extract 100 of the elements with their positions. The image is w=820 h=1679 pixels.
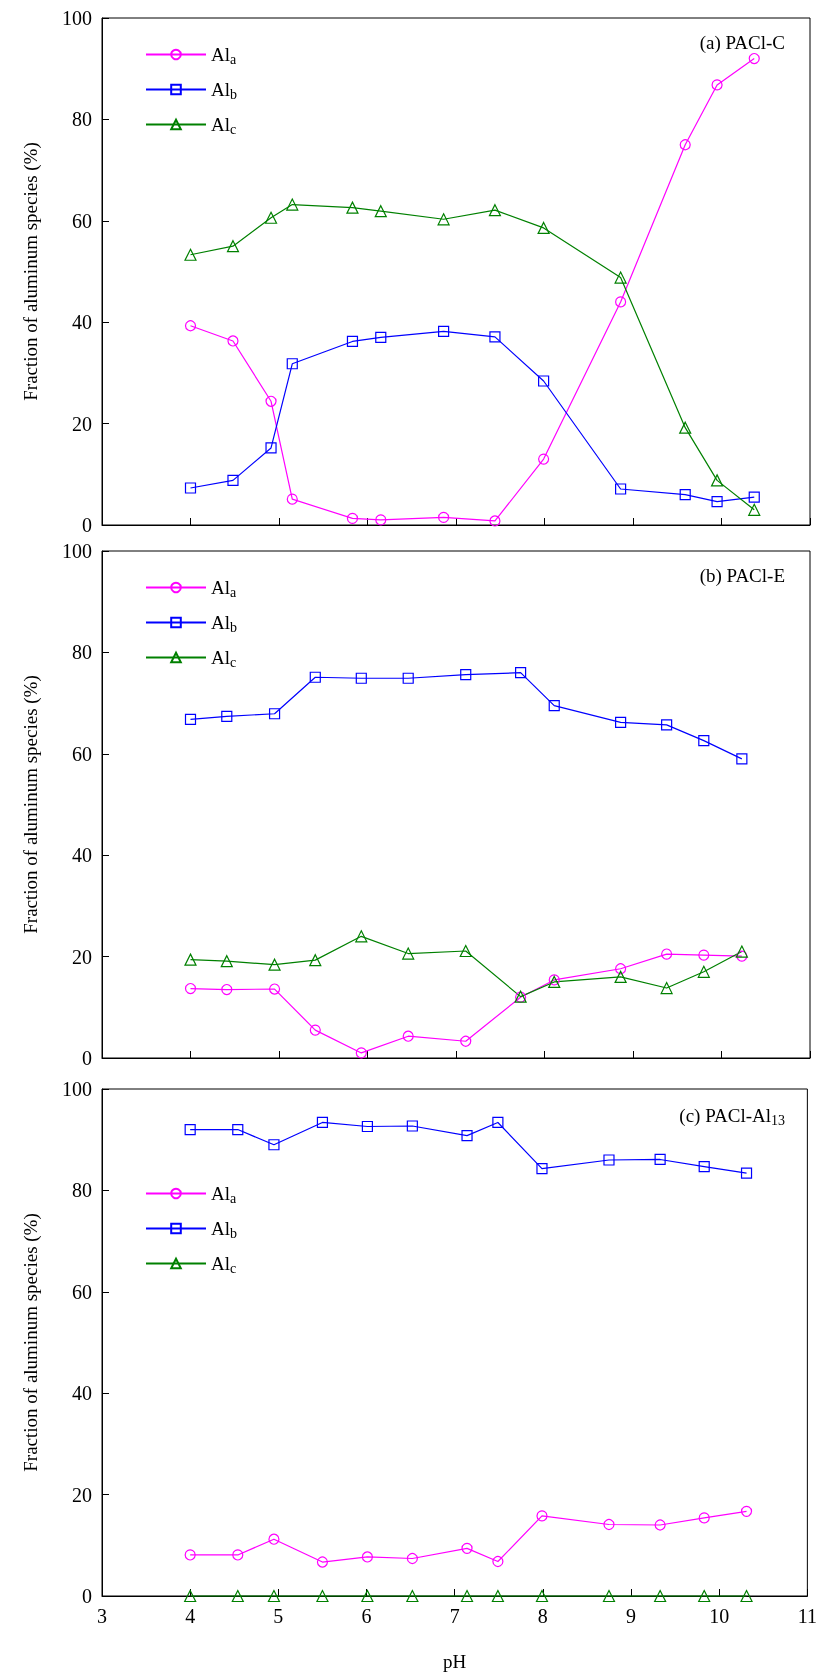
point (268, 1533, 280, 1545)
y-tick-label: 60 (72, 742, 92, 765)
point (184, 482, 197, 494)
x-axis-title: pH (443, 1651, 467, 1672)
point (309, 954, 322, 967)
point (460, 669, 472, 681)
point (489, 515, 501, 527)
point (226, 240, 240, 253)
y-tick-label: 0 (82, 514, 92, 536)
point (748, 52, 760, 65)
point (461, 1130, 473, 1142)
point (491, 1589, 504, 1603)
point (537, 221, 550, 234)
point (375, 331, 387, 344)
point (660, 981, 673, 995)
point (406, 1552, 418, 1565)
point (515, 667, 527, 679)
point (740, 1505, 753, 1517)
point (268, 1139, 280, 1151)
point (232, 1123, 244, 1136)
point (679, 421, 692, 434)
point (536, 1163, 548, 1175)
point (402, 672, 414, 684)
y-tick-label: 60 (72, 1280, 92, 1303)
point (679, 488, 691, 501)
point (438, 325, 450, 337)
point (221, 710, 233, 722)
point (535, 1589, 549, 1603)
point (184, 713, 197, 725)
point (654, 1589, 667, 1603)
point (492, 1116, 504, 1129)
point (603, 1154, 615, 1166)
point (736, 753, 748, 765)
point (355, 930, 368, 943)
point (437, 213, 450, 226)
point (459, 944, 472, 958)
point (220, 955, 233, 968)
point (538, 453, 550, 465)
point (265, 395, 277, 407)
point (375, 514, 387, 526)
point (698, 1512, 710, 1524)
text: (b) PACl-E (699, 565, 786, 587)
point (661, 948, 673, 960)
point (184, 248, 197, 261)
y-tick-label: 20 (72, 1483, 92, 1506)
point (264, 211, 278, 224)
point (184, 1549, 196, 1561)
point (698, 1589, 711, 1603)
point (268, 983, 281, 995)
point (184, 953, 197, 966)
point (286, 358, 298, 370)
point (740, 1167, 753, 1179)
x-tick-label: 4 (185, 1605, 196, 1627)
point (602, 1589, 616, 1603)
y-axis-title: Fraction of aluminum species (%) (20, 1213, 42, 1472)
point (286, 198, 299, 211)
point (268, 708, 281, 720)
point (286, 493, 298, 505)
point (231, 1589, 244, 1603)
point (406, 1120, 418, 1132)
y-axis-title: Fraction of aluminum species (%) (20, 142, 42, 401)
x-tick-label: 9 (626, 1605, 637, 1627)
point (615, 296, 627, 308)
point (740, 1589, 753, 1603)
point (346, 335, 359, 348)
text: (a) PACl-C (699, 32, 786, 54)
point (460, 1589, 474, 1603)
point (614, 271, 627, 284)
y-tick-label: 80 (72, 641, 92, 664)
y-tick-label: 100 (62, 7, 92, 29)
point (698, 1160, 710, 1173)
point (748, 491, 760, 503)
point (227, 474, 239, 486)
point (654, 1153, 666, 1166)
point (711, 496, 723, 508)
point (184, 320, 197, 332)
point (697, 965, 710, 978)
point (679, 139, 691, 151)
point (488, 204, 502, 217)
point (406, 1589, 419, 1603)
point (402, 947, 415, 960)
x-tick-label: 8 (537, 1605, 548, 1627)
point (309, 1024, 321, 1036)
y-tick-label: 20 (72, 945, 92, 968)
point (361, 1589, 374, 1603)
point (614, 970, 627, 983)
point (316, 1116, 329, 1129)
point (538, 375, 550, 387)
point (615, 483, 627, 495)
point (710, 474, 724, 487)
x-tick-label: 10 (709, 1605, 730, 1627)
point (355, 672, 367, 684)
x-tick-label: 11 (797, 1605, 817, 1627)
y-tick-label: 40 (72, 844, 92, 867)
point (309, 671, 321, 683)
y-tick-label: 80 (72, 108, 92, 131)
y-tick-label: 100 (62, 1078, 92, 1100)
point (346, 201, 359, 214)
point (221, 983, 233, 996)
y-tick-label: 80 (72, 1179, 92, 1202)
